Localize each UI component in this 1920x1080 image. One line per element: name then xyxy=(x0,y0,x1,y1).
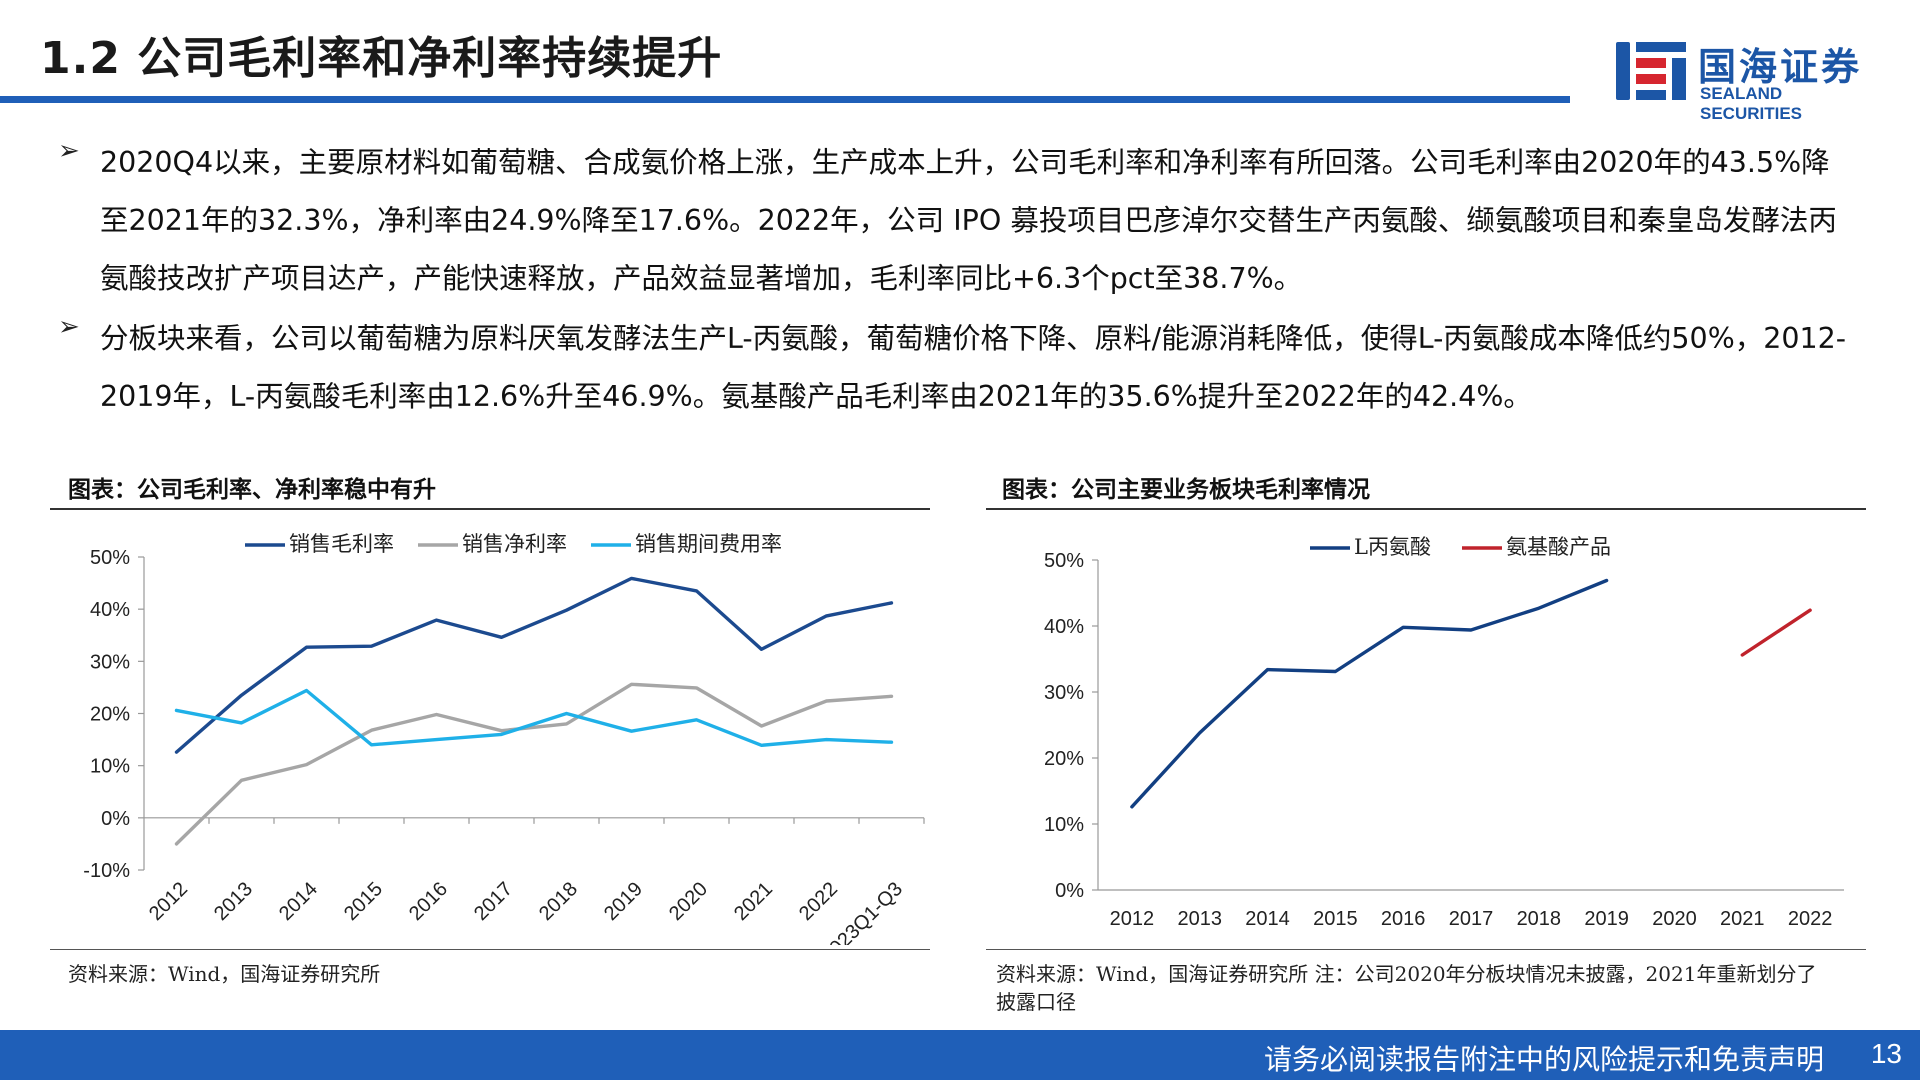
page-title: 1.2 公司毛利率和净利率持续提升 xyxy=(40,33,723,84)
x-tick-label: 2015 xyxy=(340,878,387,925)
x-tick-label: 2012 xyxy=(145,878,192,925)
x-tick-label: 2019 xyxy=(1584,908,1629,930)
series-line xyxy=(1130,578,1609,809)
x-tick-label: 2016 xyxy=(405,878,452,925)
left-chart-bottom-rule xyxy=(50,949,930,950)
right-line-chart: 50% 40% 30% 20% 10% 0% 2012 2013 2014 2015 2016 201… xyxy=(1044,535,1844,930)
legend-label: 销售净利率 xyxy=(462,532,567,556)
legend-label: 销售毛利率 xyxy=(289,532,394,556)
y-tick-label: 50% xyxy=(90,547,130,569)
legend-label: L丙氨酸 xyxy=(1354,535,1431,559)
y-tick-label: 30% xyxy=(1044,682,1084,704)
x-tick-label: 2016 xyxy=(1381,908,1426,930)
left-chart-top-rule xyxy=(50,508,930,510)
x-tick-label: 2014 xyxy=(1245,908,1290,930)
left-line-chart: 50% 40% 30% 20% 10% 0% -10% 2012 2013 2014 2015 201… xyxy=(83,532,925,945)
x-tick-label: 2012 xyxy=(1110,908,1155,930)
footer-bar: 请务必阅读报告附注中的风险提示和免责声明 13 xyxy=(0,1030,1920,1080)
y-tick-label: 50% xyxy=(1044,550,1084,572)
left-chart-source: 资料来源：Wind，国海证券研究所 xyxy=(68,962,381,986)
right-chart-title: 图表：公司主要业务板块毛利率情况 xyxy=(1002,476,1370,503)
x-tick-label: 2021 xyxy=(1720,908,1765,930)
y-tick-label: -10% xyxy=(83,860,130,882)
logo-chinese-name: 国海证券 xyxy=(1698,45,1863,89)
legend-label: 氨基酸产品 xyxy=(1506,535,1611,559)
series-line xyxy=(174,576,894,754)
page-number: 13 xyxy=(1870,1038,1902,1069)
x-tick-label: 2022 xyxy=(1788,908,1833,930)
right-chart-source: 资料来源：Wind，国海证券研究所 注：公司2020年分板块情况未披露，2021… xyxy=(996,962,1817,1014)
y-tick-label: 0% xyxy=(1055,880,1084,902)
title-underline xyxy=(0,96,1570,103)
x-tick-label: 2013 xyxy=(210,878,257,925)
legend-label: 销售期间费用率 xyxy=(635,532,782,556)
y-tick-label: 10% xyxy=(90,756,130,778)
bullet-text: 分板块来看，公司以葡萄糖为原料厌氧发酵法生产L-丙氨酸，葡萄糖价格下降、原料/能… xyxy=(100,322,1847,413)
x-tick-label: 2019 xyxy=(600,878,647,925)
x-tick-label: 2017 xyxy=(470,878,517,925)
series-line xyxy=(174,682,894,846)
x-tick-label: 2018 xyxy=(1517,908,1562,930)
x-tick-label: 2021 xyxy=(730,878,777,925)
y-tick-label: 0% xyxy=(101,808,130,830)
footer-disclaimer: 请务必阅读报告附注中的风险提示和免责声明 xyxy=(1263,1043,1824,1076)
x-tick-label: 2018 xyxy=(535,878,582,925)
bullet-arrow-icon: ➢ xyxy=(58,136,80,166)
y-tick-label: 40% xyxy=(1044,616,1084,638)
bullet-item: ➢ 分板块来看，公司以葡萄糖为原料厌氧发酵法生产L-丙氨酸，葡萄糖价格下降、原料… xyxy=(58,310,1858,426)
x-tick-label: 2015 xyxy=(1313,908,1358,930)
x-tick-label: 2022 xyxy=(795,878,842,925)
x-tick-label: 2020 xyxy=(665,878,712,925)
right-chart-top-rule xyxy=(986,508,1866,510)
bullet-list: ➢ 2020Q4以来，主要原材料如葡萄糖、合成氨价格上涨，生产成本上升，公司毛利… xyxy=(58,134,1858,428)
bullet-arrow-icon: ➢ xyxy=(58,312,80,342)
y-tick-label: 20% xyxy=(90,704,130,726)
x-tick-label: 2013 xyxy=(1177,908,1222,930)
x-tick-label: 2020 xyxy=(1652,908,1697,930)
x-tick-label: 2017 xyxy=(1449,908,1494,930)
y-tick-label: 30% xyxy=(90,651,130,673)
company-logo: 国海证券 SEALAND SECURITIES xyxy=(1612,36,1882,123)
bullet-text: 2020Q4以来，主要原材料如葡萄糖、合成氨价格上涨，生产成本上升，公司毛利率和… xyxy=(100,146,1837,295)
left-chart-title: 图表：公司毛利率、净利率稳中有升 xyxy=(68,476,436,503)
y-tick-label: 20% xyxy=(1044,748,1084,770)
y-tick-label: 40% xyxy=(90,599,130,621)
series-line xyxy=(1740,608,1812,657)
logo-english-name: SEALAND SECURITIES xyxy=(1700,84,1803,123)
right-chart-bottom-rule xyxy=(986,949,1866,950)
logo-mark-icon xyxy=(1616,42,1686,100)
y-tick-label: 10% xyxy=(1044,814,1084,836)
series-line xyxy=(174,688,894,748)
x-tick-label: 2014 xyxy=(275,878,322,925)
bullet-item: ➢ 2020Q4以来，主要原材料如葡萄糖、合成氨价格上涨，生产成本上升，公司毛利… xyxy=(58,134,1858,308)
